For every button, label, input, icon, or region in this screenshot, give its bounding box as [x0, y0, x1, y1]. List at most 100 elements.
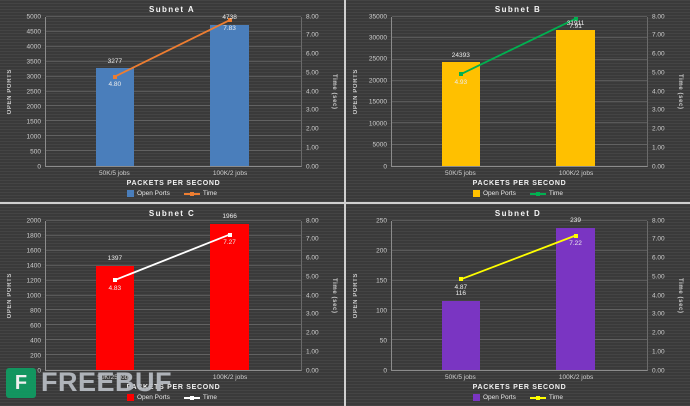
gridline [46, 120, 301, 122]
legend-label-time: Time [202, 394, 218, 401]
chart-title: Subnet D [494, 209, 542, 218]
right-tick-label: 8.00 [652, 216, 665, 224]
watermark: F FREEBUF [6, 367, 172, 398]
left-tick-label: 100 [376, 306, 387, 314]
y-axis-label-left-wrap: OPEN PORTS [351, 17, 361, 167]
left-tick-label: 4500 [26, 27, 41, 35]
y-axis-label-right-wrap: Time (sec) [329, 17, 339, 167]
time-line [46, 17, 301, 166]
x-categories: 50K/25 jobs 100K/2 jobs [45, 373, 302, 383]
legend-label-time: Time [548, 190, 564, 197]
x-axis-label: PACKETS PER SECOND [472, 384, 567, 391]
bar-value-label: 116 [455, 290, 467, 298]
line-value-label: 4.83 [108, 284, 122, 292]
line-value-label: 4.87 [454, 283, 468, 291]
left-tick-label: 5000 [26, 12, 41, 20]
right-tick-label: 5.00 [306, 273, 319, 280]
y-axis-label-right: Time (sec) [677, 278, 683, 314]
gridline [46, 90, 301, 92]
right-tick-label: 2.00 [652, 125, 665, 133]
freebuf-logo-glyph: F [14, 371, 28, 394]
left-tick-label: 35000 [368, 12, 387, 20]
line-value-label: 7.83 [223, 24, 236, 32]
bar-100K/2 jobs [210, 24, 249, 166]
legend-item-time: Time [529, 190, 564, 197]
right-tick-label: 5.00 [652, 69, 665, 76]
chart-panel-subnet-b: Subnet B OPEN PORTS 0 5000 10000 15000 20000… [346, 0, 690, 202]
legend-swatch-open-ports [472, 190, 480, 197]
gridline [392, 309, 647, 311]
gridline [46, 324, 301, 326]
left-tick-label: 2500 [26, 87, 41, 95]
gridline [46, 135, 301, 137]
chart-title: Subnet A [148, 5, 195, 14]
line-value-label: 7.91 [569, 23, 582, 31]
x-category-label: 100K/2 jobs [212, 170, 248, 177]
right-tick-label: 2.00 [652, 329, 665, 337]
time-line [392, 221, 647, 370]
left-tick-label: 0 [37, 162, 41, 170]
right-axis-ticks: 0.00 1.00 2.00 3.00 4.00 5.00 6.00 7.00 8.00 [648, 13, 675, 169]
bar-100K/2 jobs [210, 223, 249, 370]
legend-line-marker [183, 395, 200, 400]
x-categories: 50K/5 jobs 100K/2 jobs [45, 169, 302, 179]
gridline [46, 60, 301, 62]
x-category-label: 100K/2 jobs [558, 170, 594, 177]
legend-swatch-open-ports [472, 394, 480, 401]
x-axis-label: PACKETS PER SECOND [126, 180, 221, 187]
x-axis-label: PACKETS PER SECOND [472, 180, 567, 187]
legend-label-time: Time [202, 190, 218, 197]
right-tick-label: 7.00 [652, 235, 665, 243]
left-tick-label: 600 [30, 321, 41, 329]
left-tick-label: 4000 [26, 42, 41, 50]
plot-area: 24393 31911 4.93 7.91 [391, 16, 648, 167]
legend: Open Ports Time [351, 391, 685, 404]
left-tick-label: 1000 [26, 132, 41, 140]
chart-body: OPEN PORTS 0 50 100 150 200 250 116 239 4.87 7.2… [351, 216, 685, 373]
left-tick-label: 3000 [26, 72, 41, 80]
gridline [46, 264, 301, 266]
left-tick-label: 250 [376, 216, 387, 224]
bar-value-label: 239 [570, 217, 582, 225]
line-value-label: 4.80 [108, 81, 122, 89]
line-marker [112, 278, 117, 283]
x-category-label: 100K/2 jobs [212, 374, 248, 381]
left-tick-label: 50 [379, 336, 387, 344]
y-axis-label-left-wrap: OPEN PORTS [5, 221, 15, 371]
y-axis-label-right: Time (sec) [331, 74, 337, 110]
chart-body: OPEN PORTS 0 5000 10000 15000 20000 25000 3000… [351, 12, 685, 169]
bar-value-label: 1966 [222, 213, 237, 221]
gridline [392, 79, 647, 81]
left-axis-ticks: 0 200 400 600 800 1000 1200 1400 1600 1800 2000 [15, 217, 45, 373]
right-tick-label: 8.00 [306, 12, 319, 20]
legend-item-open-ports: Open Ports [126, 190, 170, 197]
y-axis-label-right-wrap: Time (sec) [675, 221, 685, 371]
right-tick-label: 0.00 [652, 162, 665, 170]
x-category-label: 50K/5 jobs [445, 374, 476, 381]
y-axis-label-right-wrap: Time (sec) [329, 221, 339, 371]
right-tick-label: 6.00 [652, 50, 665, 58]
left-tick-label: 30000 [368, 34, 387, 42]
gridline [392, 279, 647, 281]
right-tick-label: 7.00 [652, 31, 665, 39]
gridline [392, 16, 647, 17]
gridline [46, 75, 301, 77]
right-tick-label: 2.00 [306, 329, 319, 337]
x-categories: 50K/5 jobs 100K/2 jobs [391, 373, 648, 383]
x-category-label: 50K/25 jobs [97, 374, 132, 381]
y-axis-label-right: Time (sec) [331, 278, 337, 314]
right-axis-ticks: 0.00 1.00 2.00 3.00 4.00 5.00 6.00 7.00 8.00 [302, 217, 329, 373]
gridline [46, 309, 301, 311]
legend-line-marker-dot [189, 395, 194, 400]
y-axis-label-right-wrap: Time (sec) [675, 17, 685, 167]
right-tick-label: 1.00 [306, 348, 319, 355]
y-axis-label-left: OPEN PORTS [353, 273, 359, 319]
gridline [46, 279, 301, 281]
legend-line-marker [529, 191, 546, 196]
left-tick-label: 0 [383, 366, 387, 374]
right-axis-ticks: 0.00 1.00 2.00 3.00 4.00 5.00 6.00 7.00 8.00 [302, 12, 329, 169]
gridline [46, 30, 301, 32]
right-tick-label: 4.00 [306, 291, 319, 299]
chart-body: OPEN PORTS 0 200 400 600 800 1000 1200 1400 1600… [5, 214, 339, 374]
